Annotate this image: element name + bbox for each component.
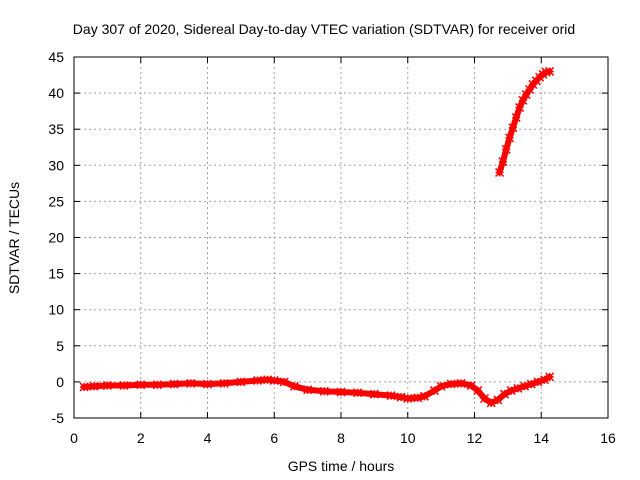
data-point (419, 391, 429, 401)
data-point (289, 381, 299, 391)
data-point (466, 380, 476, 391)
y-tick-label: 30 (48, 157, 64, 173)
data-point (279, 377, 289, 387)
y-tick-label: 15 (48, 266, 64, 282)
data-point (446, 379, 456, 389)
data-point (336, 387, 346, 397)
data-points (79, 66, 555, 408)
x-axis-label: GPS time / hours (288, 458, 395, 474)
y-tick-label: 35 (48, 121, 64, 137)
data-point (202, 379, 213, 389)
data-point (102, 380, 112, 391)
x-tick-label: 6 (270, 430, 278, 446)
data-point (518, 95, 528, 105)
data-point (545, 66, 555, 76)
data-point (89, 381, 99, 391)
x-tick-label: 14 (533, 430, 549, 446)
data-point (511, 113, 521, 123)
data-point (506, 386, 516, 396)
series-2 (495, 66, 555, 178)
data-point (495, 167, 505, 178)
data-point (545, 372, 555, 382)
y-axis-label: SDTVAR / TECUs (6, 182, 22, 294)
series-1 (79, 372, 555, 408)
data-point (136, 380, 146, 390)
axis-ticks: 0 2 4 6 8 10 12 14 16 -5 0 5 10 15 20 25 30 35 40 45 (48, 49, 616, 446)
data-point (219, 378, 229, 388)
data-point (436, 381, 446, 391)
data-point (515, 103, 525, 113)
data-point (119, 380, 129, 391)
data-point (538, 69, 548, 79)
y-tick-label: 10 (48, 302, 64, 318)
x-tick-label: 4 (204, 430, 212, 446)
y-tick-label: 40 (48, 85, 64, 101)
data-point (236, 377, 246, 387)
data-point (500, 389, 510, 399)
data-point (186, 378, 196, 388)
grid (74, 57, 608, 418)
data-point (498, 157, 508, 167)
data-point (456, 378, 466, 388)
y-tick-label: 20 (48, 230, 64, 246)
data-point (520, 381, 530, 391)
x-tick-label: 10 (400, 430, 416, 446)
data-point (493, 395, 503, 405)
x-tick-label: 16 (600, 430, 616, 446)
y-tick-label: 25 (48, 193, 64, 209)
series-trace (496, 68, 553, 176)
data-point (429, 386, 439, 396)
data-point (403, 393, 413, 404)
data-point (505, 133, 515, 143)
x-tick-label: 12 (467, 430, 483, 446)
data-point (369, 389, 379, 399)
data-point (479, 393, 490, 404)
data-point (152, 380, 162, 390)
x-tick-label: 2 (137, 430, 145, 446)
data-point (508, 123, 518, 133)
data-point (513, 383, 523, 393)
data-point (319, 386, 329, 396)
data-point (473, 386, 483, 396)
data-point (526, 379, 536, 389)
data-point (169, 379, 179, 389)
data-point (540, 375, 550, 385)
data-point (525, 84, 535, 95)
y-tick-label: 0 (56, 374, 64, 390)
y-tick-label: -5 (52, 410, 65, 426)
data-point (353, 388, 363, 398)
data-point (533, 377, 543, 387)
data-point (79, 382, 89, 392)
x-tick-label: 0 (70, 430, 78, 446)
data-point (253, 375, 263, 385)
data-point (501, 144, 511, 154)
x-tick-label: 8 (337, 430, 345, 446)
data-point (386, 391, 396, 401)
data-point (269, 375, 279, 385)
data-point (486, 398, 496, 408)
chart-title: Day 307 of 2020, Sidereal Day-to-day VTE… (73, 21, 575, 37)
data-point (413, 393, 423, 403)
data-point (396, 392, 406, 402)
data-point (303, 385, 313, 395)
data-point (521, 90, 531, 100)
y-tick-label: 45 (48, 49, 64, 65)
y-tick-label: 5 (56, 338, 64, 354)
data-point (263, 375, 273, 385)
